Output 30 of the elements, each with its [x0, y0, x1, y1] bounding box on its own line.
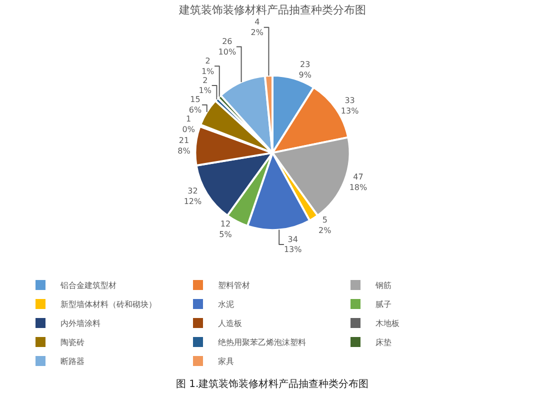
- data-label: 2 1%: [198, 76, 212, 96]
- data-label: 2 1%: [201, 56, 215, 76]
- legend-label: 内外墙涂料: [60, 319, 100, 328]
- legend-label: 新型墙体材料（砖和砌块）: [60, 300, 156, 310]
- data-label: 34 13%: [284, 234, 302, 254]
- data-label: 33 13%: [340, 96, 360, 116]
- legend-label: 人造板: [218, 319, 242, 328]
- legend-label: 水泥: [218, 300, 234, 310]
- caption: 图 1.建筑装饰装修材料产品抽查种类分布图: [176, 378, 369, 390]
- legend-label: 绝热用聚苯乙烯泡沫塑料: [218, 338, 306, 348]
- data-label: 47 18%: [349, 172, 368, 192]
- legend-label: 陶瓷砖: [60, 338, 84, 348]
- legend-label: 木地板: [376, 319, 400, 328]
- legend-label: 腻子: [376, 300, 392, 310]
- data-label: 23 9%: [298, 60, 312, 80]
- data-label: 26 10%: [218, 37, 236, 56]
- legend-label: 铝合金建筑型材: [60, 281, 116, 290]
- legend-label: 钢筋: [374, 281, 392, 290]
- data-label: 4 2%: [250, 18, 264, 38]
- data-label: 5 2%: [318, 215, 332, 235]
- legend-label: 断路器: [60, 357, 84, 366]
- data-label: 32 12%: [184, 186, 202, 206]
- data-label: 21 8%: [178, 136, 191, 156]
- legend-label: 家具: [218, 357, 234, 366]
- legend-label: 床垫: [376, 338, 392, 348]
- chart-title: 建筑装饰装修材料产品抽查种类分布图: [178, 4, 366, 17]
- data-label: 15 6%: [188, 95, 202, 115]
- legend-label: 塑料管材: [218, 281, 250, 290]
- data-label: 1 0%: [182, 114, 196, 134]
- data-label: 12 5%: [219, 219, 232, 239]
